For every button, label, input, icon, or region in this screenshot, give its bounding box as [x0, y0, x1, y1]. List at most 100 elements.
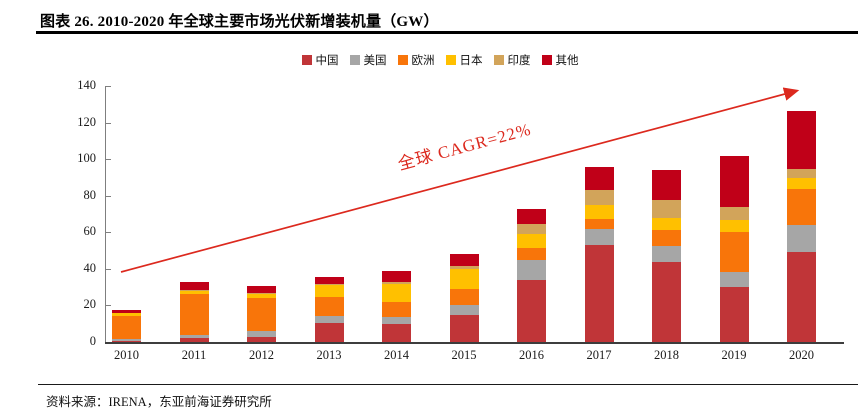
- segment-印度: [314, 284, 344, 286]
- segment-中国: [179, 338, 209, 342]
- chart-legend: 中国 美国 欧洲 日本 印度 其他: [40, 52, 840, 68]
- legend-item-美国: 美国: [349, 52, 387, 68]
- y-axis-tick: [106, 232, 111, 234]
- legend-label: 日本: [459, 55, 483, 67]
- segment-美国: [112, 339, 141, 342]
- page-title: 图表 26. 2010-2020 年全球主要市场光伏新增装机量（GW）: [40, 14, 439, 30]
- bar-2020: [787, 110, 816, 342]
- x-axis-label: 2014: [384, 348, 409, 362]
- segment-中国: [719, 287, 749, 342]
- segment-日本: [179, 290, 209, 295]
- legend-swatch: [397, 55, 408, 65]
- bar-2016: [517, 209, 546, 342]
- x-axis-label: 2018: [654, 348, 679, 362]
- y-axis-label: 0: [89, 334, 96, 348]
- legend-swatch: [541, 55, 552, 65]
- segment-日本: [787, 178, 816, 190]
- title-divider: [36, 31, 858, 34]
- y-axis-label: 140: [77, 78, 96, 92]
- segment-中国: [382, 323, 411, 342]
- x-axis-label: 2010: [114, 348, 139, 362]
- x-axis-label: 2011: [181, 348, 207, 362]
- x-axis-label: 2016: [519, 348, 544, 362]
- segment-中国: [247, 337, 276, 342]
- segment-日本: [247, 293, 276, 299]
- segment-欧洲: [112, 315, 141, 340]
- legend-item-印度: 印度: [493, 52, 531, 68]
- segment-日本: [584, 204, 614, 219]
- legend-label: 美国: [363, 55, 387, 67]
- x-axis-line: [105, 342, 844, 344]
- segment-印度: [584, 190, 614, 205]
- legend-item-中国: 中国: [301, 52, 339, 68]
- segment-美国: [382, 317, 411, 324]
- bar-2012: [247, 285, 276, 342]
- segment-欧洲: [449, 289, 479, 305]
- segment-印度: [382, 281, 411, 284]
- y-axis-tick: [106, 195, 111, 197]
- x-axis-label: 2019: [721, 348, 747, 362]
- segment-印度: [517, 224, 546, 235]
- x-axis-label: 2013: [316, 348, 342, 362]
- cagr-label: 全球 CAGR=22%: [396, 120, 533, 174]
- segment-美国: [449, 304, 479, 315]
- segment-欧洲: [787, 189, 816, 225]
- segment-其他: [449, 254, 479, 267]
- legend-item-日本: 日本: [445, 52, 483, 68]
- segment-其他: [382, 270, 411, 282]
- segment-美国: [787, 224, 816, 253]
- legend-item-其他: 其他: [541, 52, 579, 68]
- segment-欧洲: [247, 298, 276, 332]
- segment-日本: [112, 312, 141, 316]
- plot-area: 全球 CAGR=22% 0 20 40 60 80 100 120 140 2010 2011 20…: [77, 78, 844, 362]
- y-axis-label: 20: [83, 297, 97, 312]
- x-axis-label: 2012: [249, 348, 274, 362]
- trend-arrow-line: [120, 87, 800, 273]
- y-axis-tick: [106, 159, 111, 161]
- segment-印度: [787, 169, 816, 179]
- bar-2014: [382, 270, 411, 342]
- y-axis-label: 120: [77, 114, 96, 129]
- segment-其他: [719, 155, 749, 207]
- segment-欧洲: [719, 232, 749, 272]
- source-divider: [38, 384, 858, 385]
- bar-2011: [179, 282, 209, 342]
- segment-美国: [247, 331, 276, 338]
- segment-美国: [314, 315, 344, 323]
- segment-其他: [517, 209, 546, 225]
- x-axis-label: 2020: [789, 348, 814, 362]
- segment-欧洲: [314, 297, 344, 316]
- segment-中国: [652, 261, 681, 342]
- y-axis-tick: [106, 305, 111, 307]
- segment-日本: [719, 220, 749, 233]
- segment-欧洲: [652, 229, 681, 247]
- legend-swatch: [493, 55, 504, 65]
- segment-欧洲: [584, 218, 614, 229]
- y-axis-tick: [106, 268, 111, 270]
- legend-label: 欧洲: [411, 55, 435, 67]
- segment-日本: [652, 217, 681, 230]
- segment-美国: [652, 246, 681, 262]
- y-axis-tick: [106, 122, 111, 124]
- segment-中国: [787, 252, 816, 342]
- x-axis-label: 2015: [451, 348, 477, 362]
- bar-2013: [314, 277, 344, 342]
- segment-中国: [449, 314, 479, 342]
- segment-其他: [584, 166, 614, 191]
- legend-item-欧洲: 欧洲: [397, 52, 435, 68]
- y-axis-label: 80: [83, 187, 97, 202]
- segment-其他: [652, 170, 681, 201]
- bar-2010: [112, 310, 141, 342]
- segment-其他: [179, 282, 209, 291]
- legend-swatch: [349, 55, 360, 65]
- segment-中国: [314, 322, 344, 342]
- segment-欧洲: [179, 294, 209, 335]
- bar-2018: [652, 170, 681, 342]
- segment-中国: [517, 279, 546, 342]
- legend-swatch: [445, 55, 456, 65]
- segment-印度: [652, 200, 681, 218]
- bar-2019: [719, 155, 749, 342]
- x-axis-label: 2017: [586, 348, 612, 362]
- segment-美国: [719, 271, 749, 288]
- segment-其他: [247, 285, 276, 294]
